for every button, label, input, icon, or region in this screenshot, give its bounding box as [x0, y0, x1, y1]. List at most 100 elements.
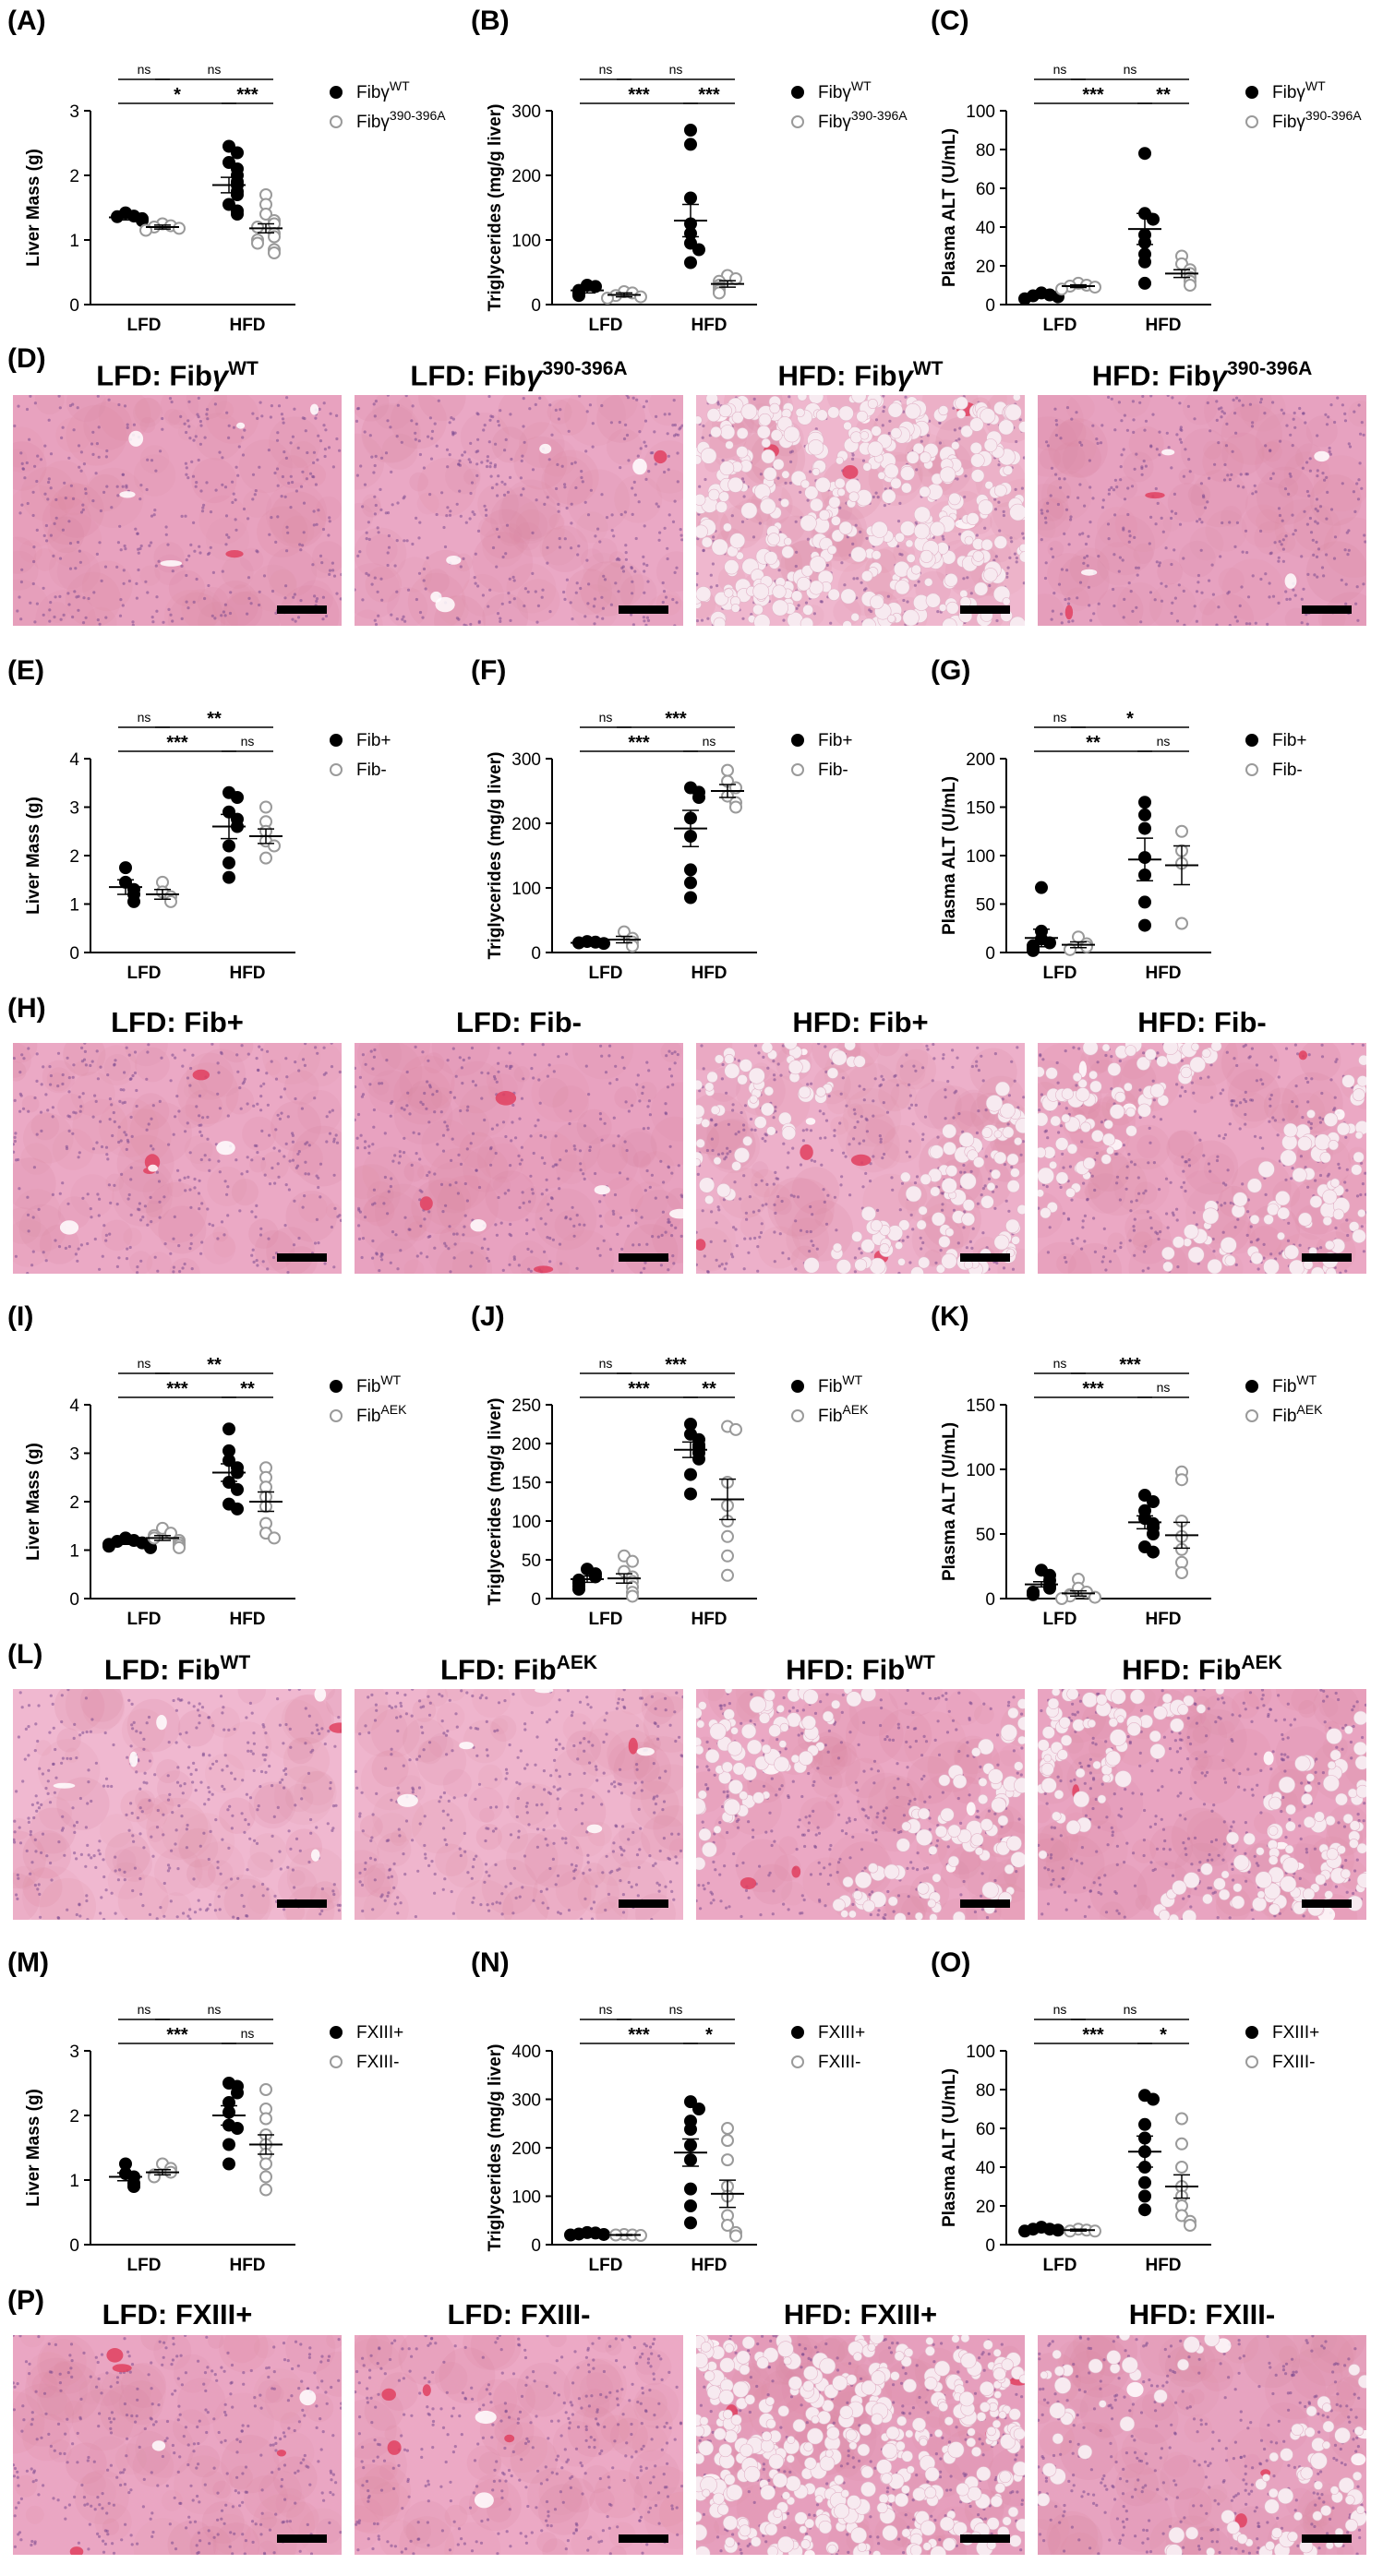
- data-point: [268, 839, 281, 853]
- data-point: [231, 188, 244, 201]
- significance-label: ***: [166, 733, 188, 753]
- scale-bar: [960, 1253, 1010, 1262]
- x-category-label: HFD: [229, 2256, 265, 2275]
- y-tick-label: 0: [531, 944, 541, 964]
- legend-marker: [330, 115, 343, 128]
- data-point: [684, 256, 697, 270]
- significance-label: ***: [166, 2025, 188, 2045]
- significance-label: ns: [138, 2002, 151, 2017]
- data-point: [164, 894, 177, 908]
- data-point: [222, 2157, 235, 2171]
- data-point: [1055, 1592, 1068, 1605]
- legend-marker: [791, 2055, 804, 2068]
- x-category-label: LFD: [1043, 964, 1077, 983]
- data-point: [1175, 2112, 1188, 2126]
- histology-title: LFD: FXIII-: [447, 2298, 591, 2330]
- data-point: [268, 230, 281, 244]
- y-tick-label: 1: [69, 232, 79, 251]
- y-tick-label: 0: [69, 296, 79, 316]
- data-point: [684, 2199, 697, 2212]
- panel-label-i: (I): [7, 1301, 34, 1332]
- x-category-label: LFD: [1043, 1610, 1077, 1629]
- panel-label-h: (H): [7, 993, 46, 1024]
- chart-b-triglycerides: 0 100 200 300 Triglycerides (mg/g liver) LFD H…: [486, 62, 908, 335]
- data-point: [713, 286, 726, 300]
- x-category-label: HFD: [691, 316, 727, 335]
- data-point: [684, 124, 697, 137]
- data-point: [1138, 2175, 1151, 2189]
- legend-marker: [791, 763, 804, 776]
- data-point: [692, 2103, 705, 2115]
- legend-marker: [1245, 2026, 1258, 2039]
- significance-label: ns: [1053, 2002, 1067, 2017]
- histology-title: HFD: FibWT: [786, 1652, 935, 1686]
- significance-label: ***: [665, 1355, 687, 1375]
- y-axis-label: Liver Mass (g): [24, 149, 43, 267]
- significance-label: ns: [241, 734, 255, 749]
- data-point: [251, 236, 264, 250]
- y-tick-label: 50: [522, 1552, 541, 1571]
- y-tick-label: 200: [511, 2139, 541, 2159]
- chart-n-triglycerides: 0 100 200 300 400 Triglycerides (mg/g liver) L…: [486, 2002, 865, 2275]
- data-point: [684, 1468, 697, 1481]
- panel-label-l: (L): [7, 1639, 43, 1670]
- legend-marker: [330, 1380, 343, 1393]
- chart-c-plasma-alt: 0 20 40 60 80 100 Plasma ALT (U/mL) LFD HFD ns ns *…: [940, 62, 1362, 335]
- data-point: [572, 1582, 585, 1596]
- y-axis-label: Liver Mass (g): [24, 797, 43, 915]
- data-point: [684, 863, 697, 877]
- data-point: [626, 1589, 639, 1603]
- y-tick-label: 0: [531, 2236, 541, 2256]
- histology-row-p: LFD: FXIII+ LFD: FXIII- HFD: FXIII+ HFD: FX…: [0, 2298, 1395, 2575]
- data-point: [729, 1422, 742, 1436]
- significance-label: ns: [1124, 62, 1137, 77]
- data-point: [684, 2095, 697, 2109]
- data-point: [721, 2153, 734, 2167]
- data-point: [1147, 1545, 1160, 1559]
- legend-marker: [1245, 734, 1258, 747]
- y-tick-label: 4: [69, 750, 79, 770]
- significance-label: *: [1160, 2025, 1167, 2045]
- data-point: [127, 2180, 140, 2193]
- x-category-label: LFD: [589, 2256, 623, 2275]
- x-category-label: HFD: [691, 964, 727, 983]
- data-point: [1138, 2117, 1151, 2131]
- legend-label: Fib+: [1272, 731, 1307, 750]
- y-tick-label: 0: [69, 2236, 79, 2256]
- legend-label: FXIII-: [356, 2053, 399, 2072]
- histology-image: [696, 1043, 1025, 1274]
- y-tick-label: 60: [976, 180, 995, 199]
- legend-marker: [1245, 1380, 1258, 1393]
- data-point: [1055, 282, 1068, 296]
- y-tick-label: 100: [966, 1461, 995, 1480]
- legend-label: FXIII-: [818, 2053, 860, 2072]
- panel-label-e: (E): [7, 655, 44, 686]
- legend-marker: [1245, 2055, 1258, 2068]
- panel-label-b: (B): [471, 6, 510, 36]
- legend-label: Fib-: [1272, 761, 1303, 780]
- y-tick-label: 2: [69, 2107, 79, 2127]
- histology-image: [1038, 395, 1366, 626]
- y-tick-label: 3: [69, 799, 79, 819]
- legend-label: FXIII+: [1272, 2023, 1319, 2043]
- data-point: [1147, 212, 1160, 226]
- data-point: [259, 800, 272, 814]
- data-point: [259, 208, 272, 221]
- histology-image: [696, 395, 1025, 626]
- significance-label: *: [174, 85, 181, 105]
- significance-label: **: [207, 709, 222, 729]
- data-point: [119, 861, 132, 875]
- significance-label: ***: [1082, 2025, 1104, 2045]
- histology-image: [13, 1043, 342, 1274]
- scale-bar: [960, 2534, 1010, 2543]
- x-category-label: LFD: [127, 1610, 162, 1629]
- data-point: [1147, 2092, 1160, 2106]
- significance-label: ns: [241, 2026, 255, 2041]
- legend-label: Fib-: [356, 761, 387, 780]
- data-point: [692, 791, 705, 804]
- x-category-label: HFD: [229, 316, 265, 335]
- data-point: [1184, 279, 1197, 292]
- significance-label: **: [240, 1379, 255, 1399]
- data-point: [1138, 255, 1151, 269]
